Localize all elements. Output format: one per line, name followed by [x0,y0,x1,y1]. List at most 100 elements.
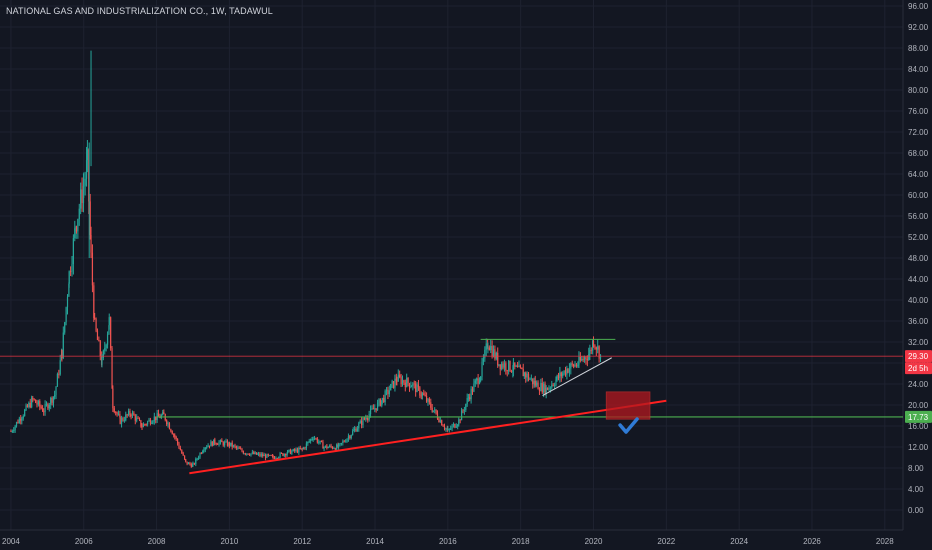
candle-body [555,379,557,386]
candle-body [213,439,215,446]
candle-body [385,389,388,392]
candle-body [463,409,465,411]
candle-body [564,370,567,375]
candle-body [438,418,440,423]
candle-body [224,442,226,446]
candle-body [301,448,303,450]
candle-body [78,208,80,220]
candle-body [514,362,516,367]
y-tick-label: 64.00 [908,170,929,179]
candle-body [295,449,297,451]
candle-body [310,439,312,442]
candle-body [24,410,26,416]
candle-body [83,185,85,187]
candle-body [457,424,459,427]
candle-body [534,380,536,386]
candle-body [445,428,447,430]
candle-body [494,349,496,359]
candle-body [278,457,280,459]
y-tick-label: 72.00 [908,128,929,137]
candle-body [349,436,351,438]
candle-body [403,380,405,383]
candle-body [202,450,204,454]
candle-body [14,425,16,431]
candle-body [588,354,590,360]
candle-body [96,330,99,341]
candle-body [299,448,301,450]
candle-body [247,453,249,455]
candle-body [17,422,19,424]
candle-body [333,448,335,450]
candle-body [44,404,46,413]
countdown-badge-bg [905,362,932,375]
candle-body [113,408,115,413]
candle-body [183,455,186,460]
candle-body [260,454,262,456]
candle-body [28,402,30,408]
candle-body [276,458,278,459]
candle-body [327,447,329,449]
candle-body [447,429,449,430]
candle-body [287,450,289,454]
candle-body [48,404,50,409]
candle-body [487,347,489,349]
candle-body [72,238,74,265]
candle-body [577,364,579,366]
candle-body [374,408,376,410]
candle-body [263,454,265,457]
candle-body [540,382,542,391]
candle-body [387,389,389,395]
candle-body [37,401,39,405]
candle-body [269,455,271,456]
candle-body [240,448,242,450]
candle-body [134,415,136,421]
x-tick-label: 2028 [876,537,894,546]
candle-body [515,365,517,367]
candle-body [571,363,573,365]
x-tick-label: 2026 [803,537,821,546]
y-tick-label: 32.00 [908,338,929,347]
candle-body [567,369,569,373]
target-zone-box [605,391,651,420]
candle-body [355,428,357,432]
countdown-badge: 2d 5h [908,364,928,373]
candle-body [95,318,97,331]
candle-body [366,418,368,419]
candle-body [235,446,238,448]
candle-body [498,364,500,366]
candle-body [81,189,83,204]
candle-body [400,377,402,385]
candle-body [485,343,487,350]
candle-body [536,382,538,386]
candle-body [394,378,396,388]
x-tick-label: 2010 [220,537,238,546]
candle-body [450,428,452,430]
candle-body [390,384,392,391]
candle-body [469,397,471,400]
candle-body [495,352,497,359]
candle-body [219,440,222,443]
y-tick-label: 0.00 [908,506,924,515]
candle-body [304,447,306,449]
candle-body [347,436,350,439]
candle-body [298,448,300,453]
candle-body [312,438,314,440]
y-tick-label: 60.00 [908,191,929,200]
candle-body [18,418,20,424]
candle-body [421,393,423,396]
candle-body [217,444,219,445]
candle-body [474,380,476,384]
candle-body [454,423,456,428]
candle-body [318,442,320,443]
candle-body [126,414,128,416]
candle-body [525,372,527,378]
candle-body [122,418,124,421]
x-tick-label: 2008 [148,537,166,546]
support-level-badge: 17.73 [908,413,929,422]
candle-body [451,425,453,429]
candle-body [404,382,406,388]
candle-body [543,383,545,393]
candle-body [288,449,290,451]
